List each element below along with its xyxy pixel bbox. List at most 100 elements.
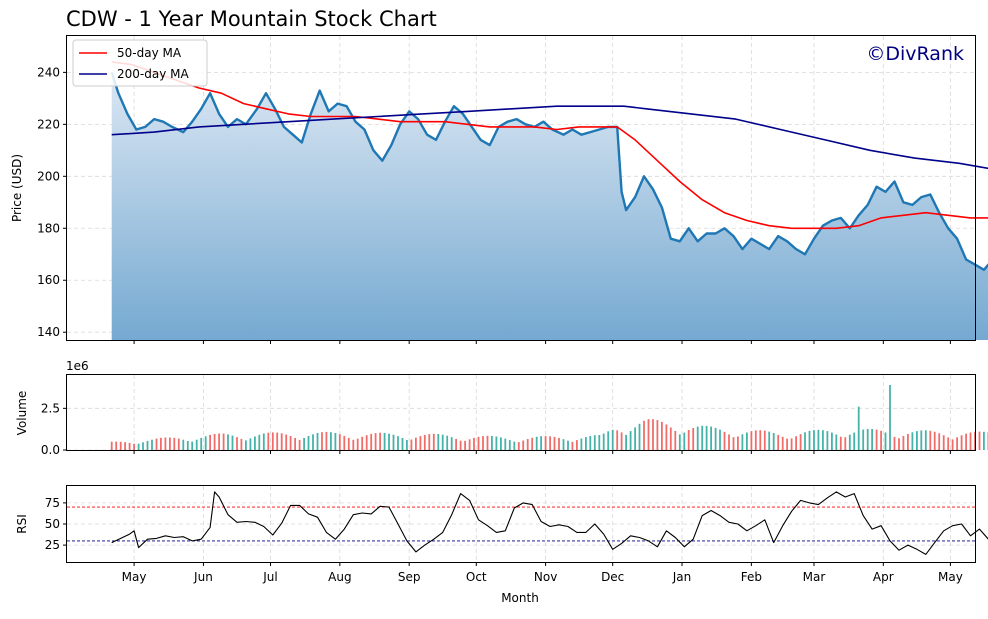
- volume-bar: [876, 430, 878, 450]
- volume-bar: [120, 442, 122, 450]
- volume-bar: [563, 439, 565, 450]
- volume-y-ticks: 0.02.5: [41, 401, 67, 457]
- volume-bar: [947, 437, 949, 450]
- volume-bar: [607, 431, 609, 450]
- volume-panel-frame: [67, 375, 976, 451]
- volume-bar: [294, 438, 296, 450]
- volume-bar: [361, 437, 363, 450]
- volume-bar: [165, 438, 167, 451]
- volume-bar: [840, 437, 842, 450]
- volume-bar: [674, 431, 676, 450]
- volume-bar: [724, 432, 726, 450]
- volume-bar: [666, 424, 668, 450]
- volume-bar: [661, 422, 663, 450]
- volume-bar: [773, 433, 775, 450]
- volume-bar: [567, 441, 569, 450]
- volume-bar: [232, 436, 234, 450]
- volume-bar: [379, 433, 381, 450]
- volume-bar: [594, 435, 596, 450]
- legend-ma50-label: 50-day MA: [117, 46, 182, 60]
- volume-bar: [142, 442, 144, 450]
- volume-bar: [214, 434, 216, 450]
- volume-bar: [782, 437, 784, 450]
- volume-bar: [424, 435, 426, 450]
- volume-bar: [397, 436, 399, 450]
- volume-bar: [961, 435, 963, 450]
- volume-bar: [509, 440, 511, 450]
- volume-bar: [764, 431, 766, 450]
- volume-bar: [648, 419, 650, 450]
- y-tick-label: 140: [37, 325, 60, 339]
- x-tick-label: Jun: [193, 570, 213, 584]
- volume-bar: [393, 435, 395, 450]
- rsi-gridlines: [67, 486, 975, 562]
- volume-bar: [545, 436, 547, 450]
- price-area-fill: [112, 72, 988, 340]
- volume-bar: [813, 430, 815, 450]
- x-tick-label: May: [938, 570, 963, 584]
- volume-bar: [375, 433, 377, 450]
- volume-bar: [281, 433, 283, 450]
- volume-bar: [916, 431, 918, 450]
- volume-bar: [469, 439, 471, 450]
- volume-bar: [308, 436, 310, 450]
- volume-bar: [737, 437, 739, 451]
- volume-bar: [339, 434, 341, 450]
- x-tick-label: Apr: [873, 570, 894, 584]
- volume-bar: [411, 440, 413, 451]
- volume-bar: [692, 428, 694, 450]
- volume-bar: [751, 431, 753, 450]
- volume-bar: [657, 420, 659, 450]
- volume-bar: [133, 444, 135, 450]
- volume-offset-label: 1e6: [66, 359, 89, 373]
- y-tick-label: 180: [37, 221, 60, 235]
- volume-bar: [688, 430, 690, 450]
- y-tick-label: 240: [37, 65, 60, 79]
- volume-bar: [818, 430, 820, 450]
- volume-bar: [862, 430, 864, 450]
- volume-bar: [178, 439, 180, 450]
- volume-bar: [460, 441, 462, 450]
- volume-bar: [867, 429, 869, 450]
- volume-bar: [558, 438, 560, 450]
- volume-bar: [420, 436, 422, 450]
- volume-bar: [478, 437, 480, 450]
- volume-bar: [679, 434, 681, 450]
- volume-bar: [200, 438, 202, 450]
- volume-bar: [809, 431, 811, 450]
- volume-bar: [871, 429, 873, 450]
- volume-bar: [549, 436, 551, 450]
- volume-bar: [326, 432, 328, 450]
- volume-bar: [491, 436, 493, 450]
- volume-bar: [835, 435, 837, 451]
- volume-bar: [209, 435, 211, 450]
- volume-bar: [173, 438, 175, 450]
- volume-bar: [652, 419, 654, 450]
- volume-bar: [406, 440, 408, 450]
- volume-bar: [348, 438, 350, 450]
- volume-bar: [706, 426, 708, 450]
- volume-bar: [317, 433, 319, 450]
- volume-bar: [728, 435, 730, 451]
- volume-bar: [124, 442, 126, 450]
- volume-bar: [482, 436, 484, 450]
- volume-bar: [572, 442, 574, 450]
- volume-bar: [531, 438, 533, 450]
- volume-bar: [733, 437, 735, 450]
- volume-bar: [111, 442, 113, 450]
- y-tick-label: 220: [37, 117, 60, 131]
- volume-bar: [343, 436, 345, 450]
- y-tick-label: 2.5: [41, 401, 60, 415]
- volume-bar: [934, 432, 936, 450]
- volume-bar: [433, 434, 435, 450]
- volume-bar: [147, 441, 149, 450]
- volume-bar: [504, 439, 506, 450]
- volume-bar: [621, 432, 623, 450]
- volume-bar: [263, 434, 265, 451]
- volume-bar: [303, 438, 305, 450]
- volume-bar: [742, 434, 744, 450]
- volume-bar: [952, 439, 954, 450]
